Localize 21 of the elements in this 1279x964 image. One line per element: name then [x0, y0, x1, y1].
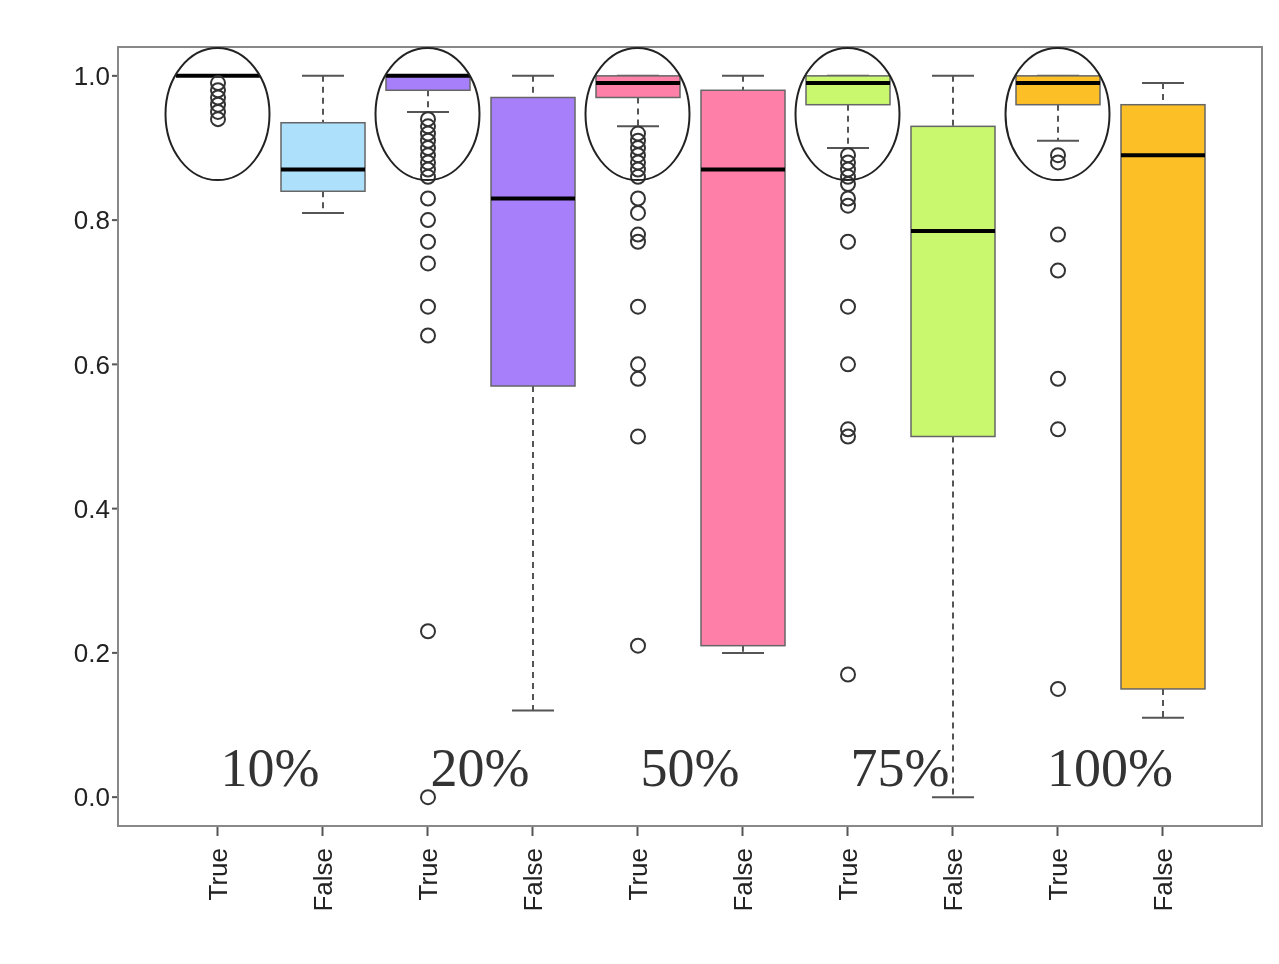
x-tick-label: True [1042, 848, 1073, 901]
y-tick-label: 0.4 [73, 493, 110, 524]
y-tick-label: 0.2 [73, 638, 110, 669]
x-tick-label: True [622, 848, 653, 901]
x-tick-label: False [517, 848, 548, 912]
y-tick-label: 0.8 [73, 205, 110, 236]
annotation: 20% [430, 738, 530, 799]
x-tick-label: False [937, 848, 968, 912]
annotation: 50% [640, 738, 740, 799]
x-tick-label: False [727, 848, 758, 912]
x-tick-label: True [832, 848, 863, 901]
x-tick-label: False [307, 848, 338, 912]
y-tick-label: 0.0 [73, 782, 110, 813]
annotation: 75% [850, 738, 950, 799]
y-tick-label: 1.0 [73, 61, 110, 92]
x-tick-label: True [412, 848, 443, 901]
x-tick-label: False [1147, 848, 1178, 912]
x-tick-label: True [202, 848, 233, 901]
annotation: 10% [220, 738, 320, 799]
annotation: 100% [1047, 738, 1173, 799]
y-tick-label: 0.6 [73, 349, 110, 380]
